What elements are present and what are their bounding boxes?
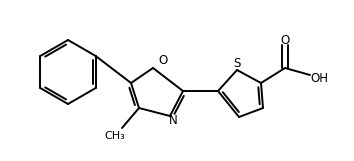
Text: OH: OH: [310, 71, 328, 85]
Text: CH₃: CH₃: [105, 131, 125, 141]
Text: O: O: [280, 33, 290, 47]
Text: S: S: [233, 57, 241, 70]
Text: O: O: [158, 53, 168, 66]
Text: N: N: [169, 114, 177, 128]
